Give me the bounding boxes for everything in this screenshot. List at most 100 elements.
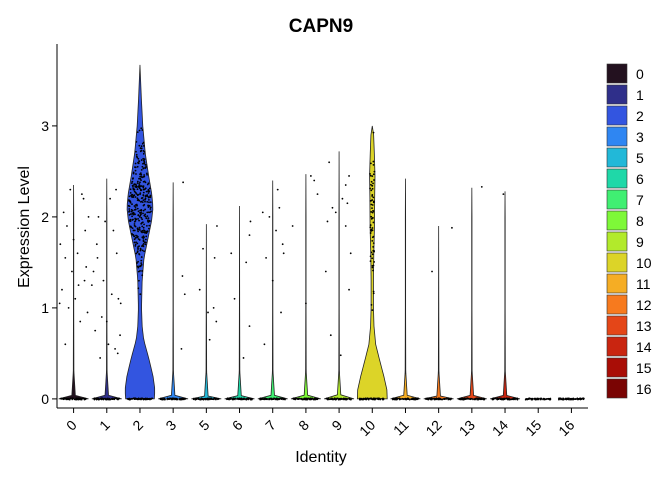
zero-point <box>510 398 513 401</box>
data-point <box>146 211 149 214</box>
y-axis-title: Expression Level <box>16 166 33 288</box>
data-point <box>369 224 372 226</box>
x-tick-label: 16 <box>555 417 577 439</box>
zero-point <box>413 398 415 401</box>
zero-point <box>433 398 436 401</box>
data-point <box>67 307 70 309</box>
zero-point <box>508 398 511 401</box>
zero-point <box>558 398 560 401</box>
legend-label: 16 <box>636 381 652 397</box>
data-point <box>135 153 138 156</box>
data-point <box>370 251 373 254</box>
data-point <box>119 334 121 337</box>
data-point <box>134 191 137 194</box>
data-point <box>148 227 150 230</box>
data-point <box>141 201 144 204</box>
data-point <box>130 208 133 211</box>
data-point <box>282 252 285 255</box>
zero-point <box>570 398 573 401</box>
plot-area <box>58 64 585 401</box>
data-point <box>136 188 139 191</box>
data-point <box>147 192 150 194</box>
zero-point <box>237 397 240 400</box>
zero-point <box>477 398 480 401</box>
zero-point <box>231 398 234 401</box>
zero-point <box>339 397 341 400</box>
data-point <box>145 172 148 175</box>
legend-key-9 <box>606 231 628 252</box>
zero-point <box>127 398 129 401</box>
data-point <box>142 152 145 155</box>
data-point <box>248 325 251 327</box>
violin-group-13 <box>456 185 487 401</box>
zero-point <box>492 397 494 400</box>
data-point <box>369 199 372 202</box>
zero-point <box>107 398 110 400</box>
data-point <box>268 216 271 218</box>
data-point <box>142 242 145 245</box>
data-point <box>245 261 248 264</box>
data-point <box>139 293 142 296</box>
data-point <box>148 220 151 223</box>
data-point <box>242 357 245 359</box>
data-point <box>373 261 375 263</box>
data-point <box>109 197 111 200</box>
data-point <box>136 228 139 231</box>
data-point <box>142 186 145 189</box>
data-point <box>128 210 130 213</box>
data-point <box>142 231 145 233</box>
zero-point <box>144 398 147 401</box>
x-axis: 0 1 2 3 5 6 7 8 9 10 11 12 13 14 15 16 <box>57 407 588 439</box>
data-point <box>139 181 141 184</box>
zero-point <box>136 398 139 400</box>
zero-point <box>151 397 153 399</box>
data-point <box>114 347 116 350</box>
data-point <box>131 203 133 206</box>
violin-group-8 <box>290 174 321 401</box>
data-point <box>372 131 375 134</box>
data-point <box>144 213 147 216</box>
zero-point <box>448 398 451 400</box>
zero-point <box>229 398 231 400</box>
zero-point <box>441 398 443 401</box>
data-point <box>133 235 135 238</box>
zero-point <box>577 397 580 400</box>
data-point <box>331 206 334 209</box>
data-point <box>139 172 142 175</box>
zero-point <box>240 397 243 400</box>
zero-point <box>176 398 179 401</box>
zero-point <box>496 397 499 399</box>
data-point <box>134 162 137 165</box>
data-point <box>280 311 282 314</box>
violin-group-9 <box>324 151 355 401</box>
data-point <box>137 198 140 201</box>
data-point <box>371 204 374 206</box>
violin-group-5 <box>191 224 222 401</box>
data-point <box>131 215 133 218</box>
data-point <box>142 237 145 240</box>
zero-point <box>195 398 198 401</box>
data-point <box>139 270 141 272</box>
data-point <box>83 279 86 282</box>
zero-point <box>450 397 452 400</box>
data-point <box>370 189 373 192</box>
data-point <box>104 220 107 223</box>
zero-point <box>83 397 86 400</box>
legend-label: 2 <box>636 108 644 124</box>
zero-point <box>444 398 446 400</box>
zero-point <box>348 398 351 400</box>
data-point <box>58 302 61 305</box>
data-point <box>334 211 337 214</box>
zero-point <box>531 398 534 401</box>
data-point <box>132 229 135 232</box>
legend-label: 15 <box>636 360 652 376</box>
data-point <box>137 214 140 217</box>
data-point <box>94 329 97 332</box>
data-point <box>135 252 138 255</box>
zero-point <box>167 398 170 400</box>
data-point <box>127 204 130 207</box>
violin-8 <box>290 174 321 400</box>
data-point <box>134 236 137 239</box>
data-point <box>137 266 140 269</box>
data-point <box>82 197 85 200</box>
